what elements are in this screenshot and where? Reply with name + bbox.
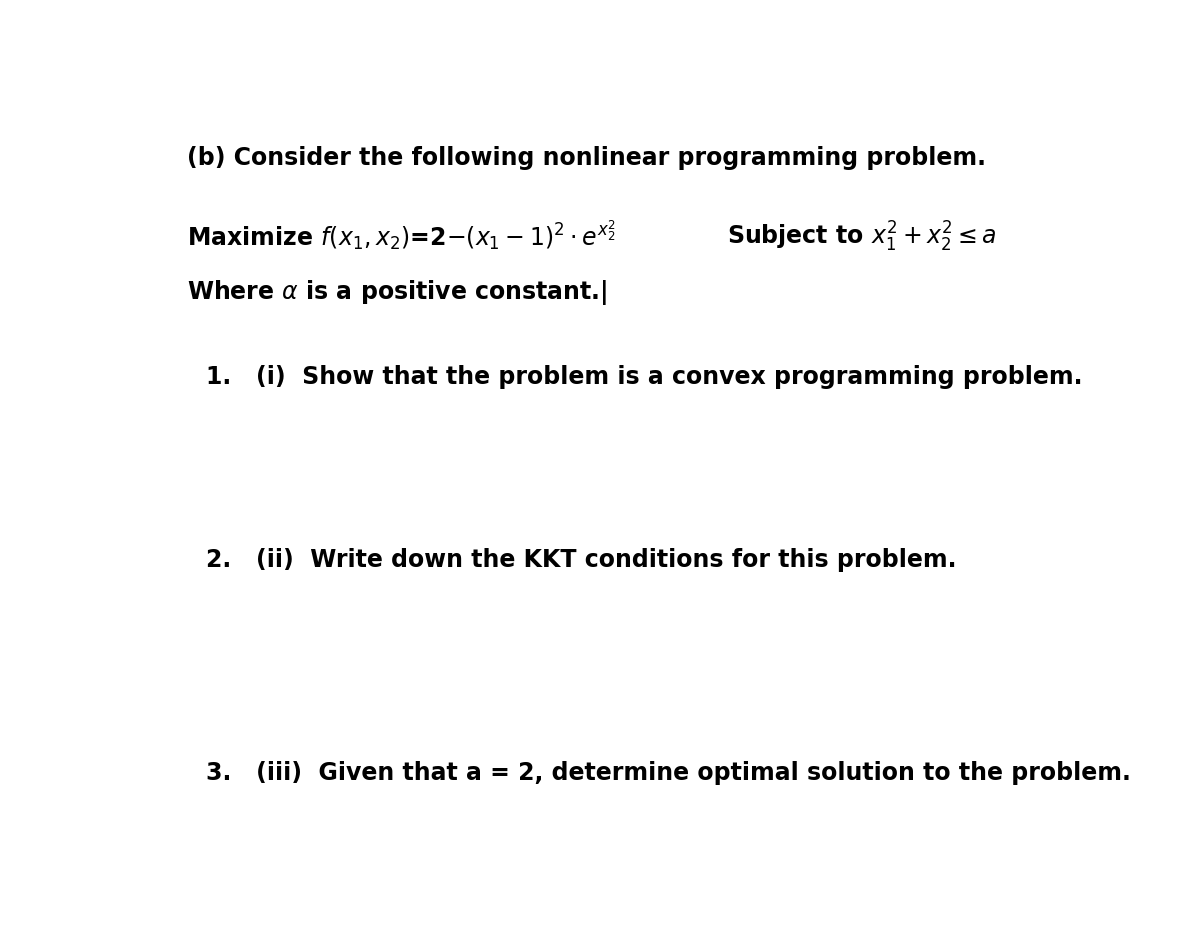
Text: (b) Consider the following nonlinear programming problem.: (b) Consider the following nonlinear pro… [187, 147, 986, 170]
Text: Where $\alpha$ is a positive constant.|: Where $\alpha$ is a positive constant.| [187, 277, 607, 307]
Text: 1.   (i)  Show that the problem is a convex programming problem.: 1. (i) Show that the problem is a convex… [206, 366, 1082, 389]
Text: Subject to $x_1^2 + x_2^2 \leq a$: Subject to $x_1^2 + x_2^2 \leq a$ [727, 220, 996, 254]
Text: 3.   (iii)  Given that a = 2, determine optimal solution to the problem.: 3. (iii) Given that a = 2, determine opt… [206, 761, 1130, 785]
Text: Maximize $f(x_1,x_2)$=2$-(x_1 - 1)^2\cdot e^{x_2^2}$: Maximize $f(x_1,x_2)$=2$-(x_1 - 1)^2\cdo… [187, 220, 617, 254]
Text: 2.   (ii)  Write down the KKT conditions for this problem.: 2. (ii) Write down the KKT conditions fo… [206, 547, 956, 571]
